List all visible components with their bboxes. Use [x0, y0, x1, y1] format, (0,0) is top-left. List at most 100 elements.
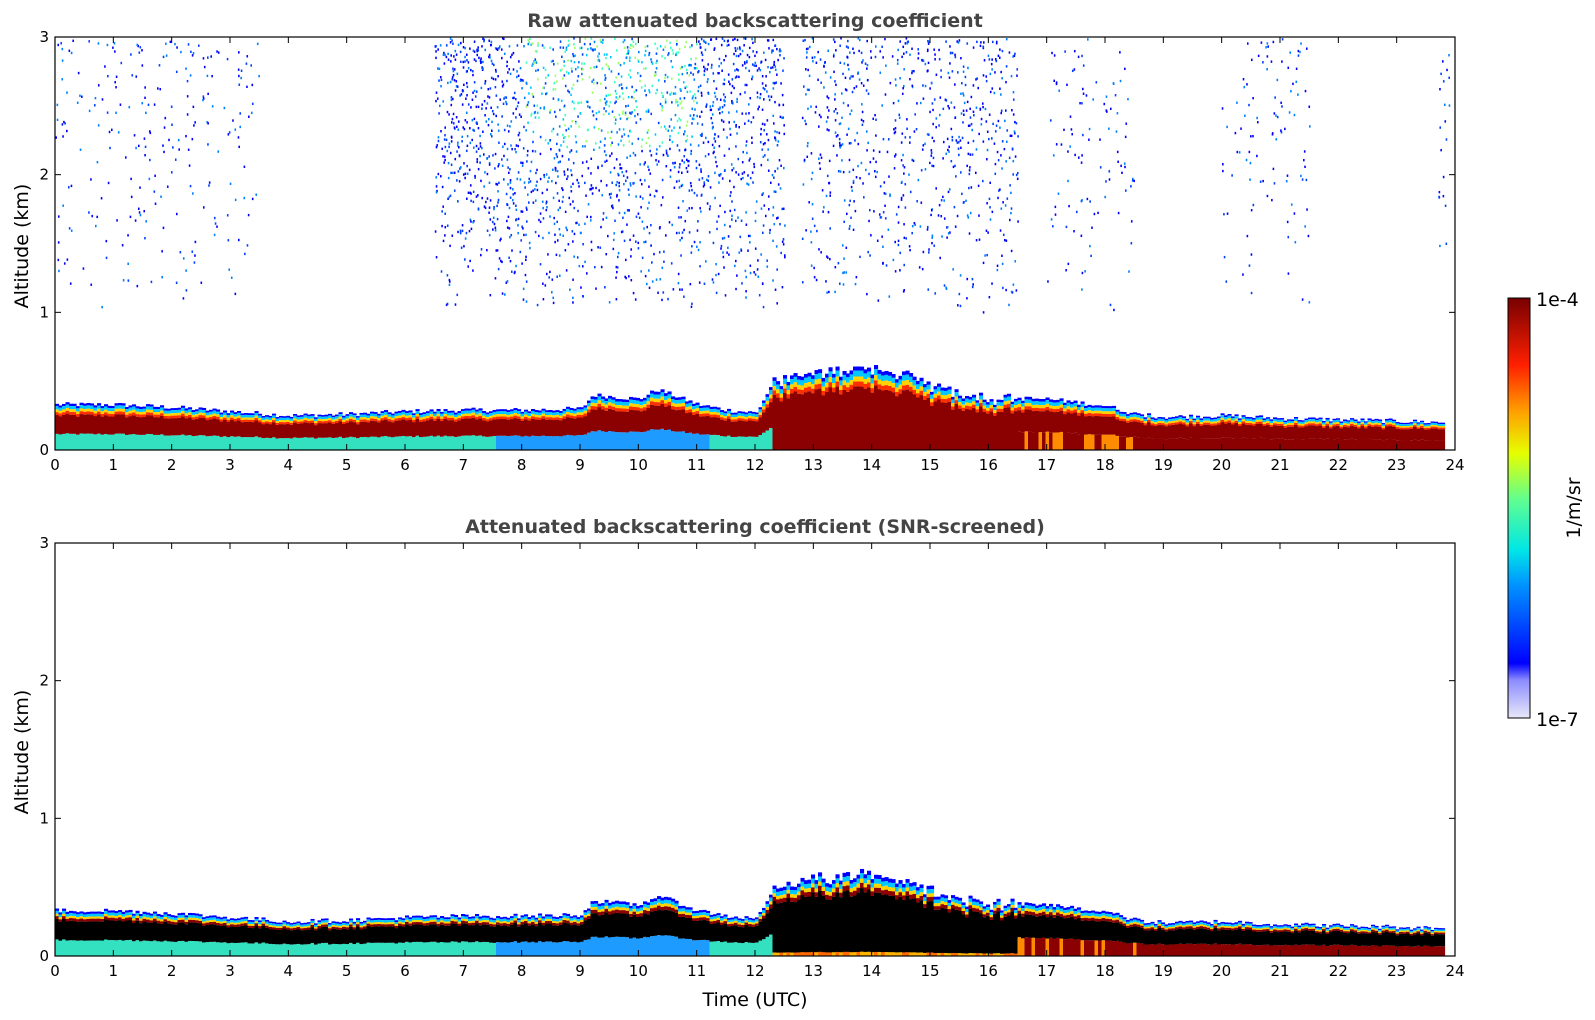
- noise-speckle: [503, 128, 506, 132]
- noise-speckle: [879, 216, 882, 219]
- layer-cell: [125, 409, 130, 413]
- layer-cell: [300, 416, 305, 420]
- noise-speckle: [187, 43, 190, 46]
- noise-speckle: [924, 168, 927, 171]
- layer-cell: [660, 436, 665, 450]
- layer-cell: [188, 417, 193, 436]
- noise-speckle: [774, 170, 776, 173]
- layer-cell: [114, 405, 119, 409]
- noise-speckle: [834, 131, 837, 134]
- noise-speckle: [149, 158, 151, 162]
- layer-cell: [132, 412, 137, 416]
- layer-cell: [380, 415, 385, 419]
- noise-speckle: [466, 94, 468, 97]
- layer-cell: [566, 411, 571, 415]
- layer-cell: [895, 391, 900, 397]
- layer-cell: [646, 407, 651, 431]
- noise-speckle: [1303, 150, 1306, 153]
- noise-speckle: [829, 191, 832, 194]
- noise-speckle: [697, 220, 699, 223]
- layer-cell: [594, 399, 599, 404]
- layer-cell: [860, 381, 865, 387]
- noise-speckle: [673, 166, 676, 169]
- noise-speckle: [457, 43, 460, 47]
- noise-speckle: [1087, 38, 1089, 41]
- noise-speckle: [784, 224, 786, 227]
- layer-cell: [142, 414, 147, 418]
- noise-speckle: [1088, 127, 1091, 131]
- noise-speckle: [251, 102, 254, 106]
- noise-speckle: [559, 40, 562, 43]
- noise-speckle: [623, 133, 626, 136]
- layer-cell: [933, 397, 938, 402]
- noise-speckle: [691, 44, 693, 47]
- noise-speckle: [669, 41, 671, 44]
- noise-speckle: [510, 120, 513, 123]
- noise-speckle: [517, 144, 520, 148]
- noise-speckle: [695, 166, 698, 170]
- layer-cell: [692, 414, 697, 434]
- layer-cell: [625, 408, 630, 412]
- noise-speckle: [971, 153, 974, 156]
- noise-speckle: [440, 78, 443, 82]
- layer-cell: [807, 372, 812, 377]
- layer-cell: [398, 441, 403, 450]
- layer-cell: [709, 406, 714, 410]
- layer-cell: [968, 403, 973, 407]
- layer-cell: [982, 405, 987, 409]
- layer-cell: [678, 438, 683, 450]
- layer-cell: [177, 417, 182, 436]
- layer-cell: [426, 411, 431, 414]
- noise-speckle: [689, 143, 692, 146]
- layer-cell: [849, 379, 854, 385]
- noise-speckle: [696, 101, 698, 105]
- noise-speckle: [716, 220, 718, 223]
- noise-speckle: [959, 171, 962, 174]
- noise-speckle: [525, 105, 528, 108]
- noise-speckle: [605, 57, 607, 60]
- noise-speckle: [884, 37, 886, 41]
- noise-speckle: [1092, 98, 1094, 101]
- noise-speckle: [170, 105, 173, 108]
- layer-cell: [716, 407, 721, 410]
- noise-speckle: [453, 55, 455, 58]
- layer-cell: [244, 413, 249, 415]
- layer-cell: [240, 441, 245, 450]
- noise-speckle: [876, 170, 878, 174]
- layer-cell: [608, 405, 613, 409]
- noise-speckle: [571, 100, 574, 103]
- noise-speckle: [771, 49, 773, 52]
- noise-speckle: [811, 217, 814, 220]
- noise-speckle: [1119, 79, 1122, 83]
- layer-cell: [930, 405, 935, 450]
- layer-cell: [149, 439, 154, 450]
- noise-speckle: [899, 269, 901, 272]
- layer-cell: [839, 380, 844, 386]
- noise-speckle: [688, 159, 690, 163]
- noise-speckle: [626, 223, 628, 226]
- layer-cell: [650, 393, 655, 398]
- noise-speckle: [521, 225, 523, 228]
- noise-speckle: [898, 116, 901, 119]
- noise-speckle: [901, 92, 904, 96]
- noise-speckle: [987, 231, 989, 234]
- noise-speckle: [784, 256, 786, 259]
- layer-cell: [720, 412, 725, 415]
- noise-speckle: [993, 142, 996, 145]
- layer-cell: [496, 419, 501, 436]
- layer-cell: [527, 415, 532, 419]
- layer-cell: [860, 376, 865, 382]
- noise-speckle: [565, 46, 568, 49]
- noise-speckle: [803, 158, 806, 162]
- noise-speckle: [1055, 143, 1058, 146]
- noise-speckle: [902, 194, 905, 197]
- layer-cell: [541, 416, 546, 419]
- layer-cell: [415, 416, 420, 419]
- noise-speckle: [1049, 119, 1052, 122]
- noise-speckle: [778, 159, 781, 162]
- layer-cell: [772, 390, 777, 395]
- noise-speckle: [522, 298, 525, 301]
- noise-speckle: [699, 134, 702, 137]
- noise-speckle: [760, 127, 763, 131]
- noise-speckle: [889, 194, 891, 198]
